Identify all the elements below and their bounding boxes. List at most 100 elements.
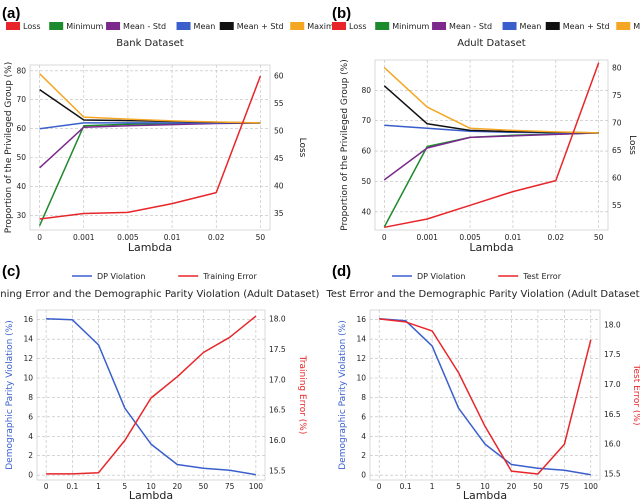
- x-tick-label: 10: [146, 482, 156, 491]
- x-tick-label: 0.01: [505, 233, 522, 242]
- x-axis-label: Lambda: [128, 241, 172, 254]
- x-tick-label: 10: [480, 482, 490, 491]
- legend-label: Mean + Std: [563, 22, 610, 31]
- x-axis-label: Lambda: [129, 489, 173, 502]
- legend-item: Test Error: [498, 272, 562, 281]
- legend-label: Mean - Std: [123, 22, 166, 31]
- y2-tick-label: 70: [612, 119, 622, 128]
- series-line-loss: [384, 62, 600, 229]
- y-tick-label: 50: [16, 153, 26, 162]
- x-tick-label: 0.01: [164, 233, 181, 242]
- x-tick-label: 1: [96, 482, 101, 491]
- y2-tick-label: 17.0: [269, 375, 286, 384]
- chart-title: Test Error and the Demographic Parity Vi…: [325, 289, 640, 300]
- chart-title: Bank Dataset: [116, 38, 184, 49]
- legend-item: Mean: [176, 22, 216, 31]
- x-tick-label: 0.001: [416, 233, 438, 242]
- plot-area: [29, 64, 271, 231]
- y2-tick-label: 80: [612, 64, 622, 73]
- y-tick-label: 10: [23, 374, 33, 383]
- series-line-maximum: [39, 73, 261, 124]
- plot-area: [374, 59, 609, 231]
- legend-item: DP Violation: [72, 272, 145, 281]
- legend-label: Mean - Std: [449, 22, 492, 31]
- y-tick-label: 16: [356, 315, 366, 324]
- legend-item: Minimum: [375, 22, 429, 31]
- legend-label: Maximum: [633, 22, 640, 31]
- y2-tick-label: 16.5: [269, 406, 286, 415]
- y2-axis-label: Training Error (%): [297, 355, 307, 435]
- y-axis-label: Demographic Parity Violation (%): [5, 320, 15, 470]
- series-line-dp-violation: [379, 317, 591, 476]
- y2-tick-label: 16.0: [604, 440, 621, 449]
- y-tick-label: 50: [361, 177, 371, 186]
- y2-tick-label: 50: [274, 127, 284, 136]
- x-tick-label: 0.001: [73, 233, 95, 242]
- y-tick-label: 40: [16, 182, 26, 191]
- x-tick-label: 50: [533, 482, 543, 491]
- y2-tick-label: 60: [274, 72, 284, 81]
- legend-label: Mean: [194, 22, 216, 31]
- y-tick-label: 30: [16, 211, 26, 220]
- legend-item: Mean + Std: [545, 22, 610, 31]
- x-tick-label: 20: [172, 482, 182, 491]
- y-axis-label: Proportion of the Privileged Group (%): [340, 59, 350, 230]
- x-tick-label: 0.1: [400, 482, 412, 491]
- y-tick-label: 0: [361, 471, 366, 480]
- y-tick-label: 0: [28, 471, 33, 480]
- legend-label: Loss: [23, 22, 41, 31]
- y-tick-label: 40: [361, 207, 371, 216]
- series-line-loss: [39, 75, 262, 220]
- legend-swatch: [106, 22, 121, 30]
- y-tick-label: 16: [23, 315, 33, 324]
- legend-swatch: [375, 22, 390, 30]
- y-tick-label: 8: [28, 393, 33, 402]
- y-tick-label: 70: [361, 116, 371, 125]
- legend-item: Minimum: [49, 22, 103, 31]
- x-tick-label: 0: [44, 482, 49, 491]
- y2-tick-label: 75: [612, 91, 622, 100]
- chart-panel-4: (d) DP Violation Test Error Test Error and …: [325, 263, 640, 502]
- y2-axis-label: Loss: [627, 135, 637, 155]
- x-tick-label: 0: [37, 233, 42, 242]
- legend-item: Maximum: [290, 22, 347, 31]
- x-tick-label: 100: [249, 482, 264, 491]
- legend-label: Maximum: [307, 22, 347, 31]
- y-tick-label: 80: [16, 66, 26, 75]
- legend-label: Minimum: [66, 22, 103, 31]
- chart-panel-2: (b) Loss Minimum Mean - Std Mean Mean + Std Ma…: [332, 5, 640, 254]
- x-tick-label: 20: [507, 482, 517, 491]
- series-line-test-error: [379, 318, 592, 475]
- legend-label: Minimum: [392, 22, 429, 31]
- y-tick-label: 14: [356, 335, 366, 344]
- y-tick-label: 6: [361, 412, 366, 421]
- x-tick-label: 0: [377, 482, 382, 491]
- x-tick-label: 1: [430, 482, 435, 491]
- chart-title: Training Error and the Demographic Parit…: [0, 289, 319, 300]
- legend-swatch: [219, 22, 234, 30]
- legend-swatch: [332, 22, 346, 30]
- y-tick-label: 8: [361, 393, 366, 402]
- y2-axis-label: Loss: [297, 138, 307, 158]
- legend-swatch: [290, 22, 305, 30]
- y2-tick-label: 35: [274, 209, 284, 218]
- legend-item: Mean + Std: [219, 22, 284, 31]
- y2-tick-label: 17.5: [269, 345, 286, 354]
- panel-label: (c): [2, 263, 20, 280]
- x-tick-label: 75: [225, 482, 235, 491]
- series-line-maximum: [383, 67, 599, 134]
- chart-panel-3: (c) DP Violation Training Error Training Er…: [0, 263, 319, 502]
- chart-title: Adult Dataset: [457, 38, 525, 49]
- series-line-training-error: [46, 315, 257, 475]
- legend-item: Mean - Std: [106, 22, 166, 31]
- y-tick-label: 10: [356, 374, 366, 383]
- panel-label: (b): [332, 5, 351, 22]
- legend-item: Mean: [502, 22, 541, 31]
- series-line-dp-violation: [46, 317, 257, 476]
- legend: DP Violation Test Error: [392, 272, 562, 281]
- y-tick-label: 12: [23, 354, 33, 363]
- legend: DP Violation Training Error: [72, 272, 258, 281]
- y-tick-label: 4: [361, 432, 366, 441]
- y2-tick-label: 60: [612, 173, 622, 182]
- x-tick-label: 0.02: [208, 233, 225, 242]
